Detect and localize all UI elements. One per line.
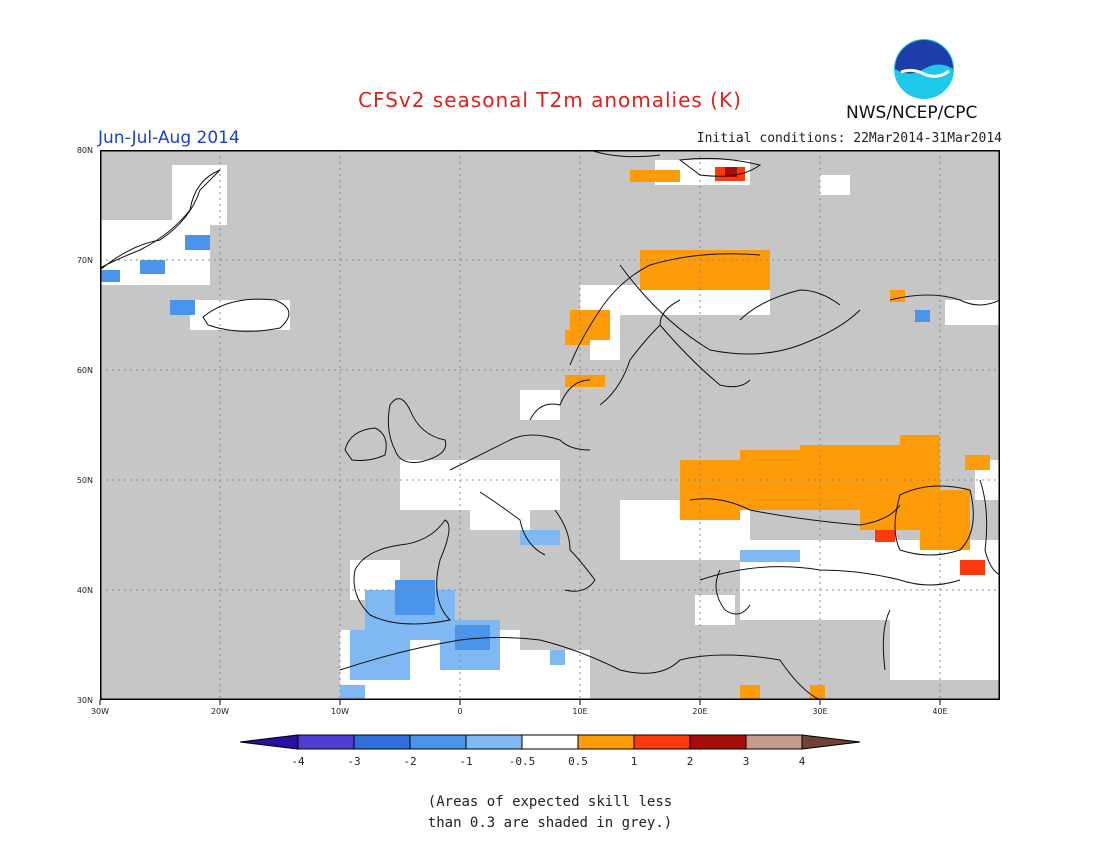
legend-label: 0.5	[568, 755, 588, 768]
legend-label: -0.5	[509, 755, 536, 768]
legend-swatch	[577, 734, 635, 750]
legend-swatch	[409, 734, 467, 750]
lon-tick-label: 30E	[812, 707, 827, 716]
lon-tick-label: 10W	[331, 707, 349, 716]
skill-footnote: (Areas of expected skill less than 0.3 a…	[0, 792, 1100, 834]
cool-anomaly-areas	[100, 235, 930, 700]
lon-tick-label: 20W	[211, 707, 229, 716]
anomaly-map	[100, 150, 1000, 700]
legend-arrow-low	[240, 734, 299, 750]
initial-conditions: Initial conditions: 22Mar2014-31Mar2014	[696, 131, 1002, 146]
lat-tick-label: 60N	[77, 366, 93, 375]
map-title: CFSv2 seasonal T2m anomalies (K)	[358, 88, 742, 112]
agency-label: NWS/NCEP/CPC	[846, 103, 978, 123]
legend-label: -2	[403, 755, 416, 768]
legend-arrow-high	[801, 734, 861, 750]
legend-swatch	[689, 734, 747, 750]
legend-swatch	[297, 734, 355, 750]
footnote-line-2: than 0.3 are shaded in grey.)	[427, 815, 673, 831]
legend-swatch	[521, 734, 579, 750]
footnote-line-1: (Areas of expected skill less	[427, 794, 673, 810]
map-frame	[100, 150, 1000, 700]
legend-swatch	[633, 734, 691, 750]
noaa-logo-icon	[894, 39, 954, 99]
legend-swatch	[745, 734, 803, 750]
legend-swatch	[353, 734, 411, 750]
lat-tick-label: 70N	[77, 256, 93, 265]
legend-label: 4	[799, 755, 806, 768]
lon-tick-label: 0	[457, 707, 462, 716]
hot-anomaly-areas	[715, 167, 985, 575]
color-legend: -4 -3 -2 -1 -0.5 0.5 1 2 3 4	[240, 734, 861, 768]
lat-tick-label: 80N	[77, 146, 93, 155]
legend-swatch	[465, 734, 523, 750]
lon-tick-label: 10E	[572, 707, 587, 716]
legend-label: -3	[347, 755, 360, 768]
legend-label: 2	[687, 755, 694, 768]
gridlines	[100, 150, 1000, 700]
lat-tick-label: 30N	[77, 696, 93, 705]
coastlines	[100, 150, 1000, 700]
forecast-period: Jun-Jul-Aug 2014	[98, 128, 240, 148]
lon-tick-label: 40E	[932, 707, 947, 716]
legend-label: 3	[743, 755, 750, 768]
lon-tick-label: 30W	[91, 707, 109, 716]
lon-tick-label: 20E	[692, 707, 707, 716]
legend-label: 1	[631, 755, 638, 768]
lat-tick-label: 50N	[77, 476, 93, 485]
legend-label: -4	[291, 755, 305, 768]
neutral-areas	[100, 160, 1000, 700]
lat-tick-label: 40N	[77, 586, 93, 595]
legend-label: -1	[459, 755, 472, 768]
